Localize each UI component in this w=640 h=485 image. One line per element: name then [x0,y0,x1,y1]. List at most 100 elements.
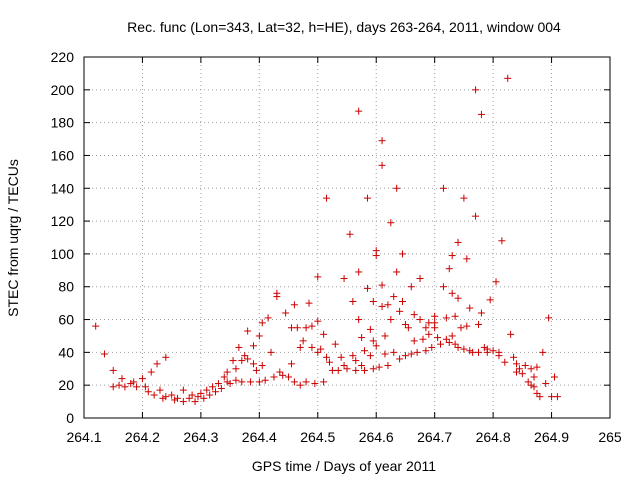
data-point [475,320,482,328]
data-point [314,348,322,356]
data-point [542,380,550,388]
data-point [214,380,222,388]
data-point [293,324,301,332]
data-point [363,284,371,292]
data-point [273,293,281,301]
data-points [92,74,561,406]
data-point [410,311,418,319]
data-point [442,314,450,322]
data-point [150,391,158,399]
data-point [171,396,179,404]
data-point [355,316,363,324]
y-tick-label: 120 [51,213,75,229]
data-point [384,361,392,369]
data-point [422,347,430,355]
data-point [361,366,369,374]
data-point [431,312,439,320]
data-point [434,334,442,342]
data-point [378,281,386,289]
data-point [232,376,240,384]
data-point [407,350,415,358]
y-tick-label: 140 [51,180,75,196]
data-point [445,265,453,273]
data-point [238,378,246,386]
data-point [390,348,398,356]
data-point [545,314,553,322]
y-tick-label: 200 [51,82,75,98]
data-point [372,252,380,260]
x-tick-label: 264.1 [66,429,101,445]
data-point [439,283,447,291]
data-point [212,388,219,396]
data-point [308,343,316,351]
data-point [381,332,389,340]
data-point [270,373,278,381]
data-point [361,347,369,355]
data-point [475,348,482,356]
data-point [404,324,412,332]
data-point [483,345,491,353]
data-point [501,358,509,366]
data-point [296,343,304,351]
data-point [334,366,342,374]
data-point [358,334,366,342]
chart-title: Rec. func (Lon=343, Lat=32, h=HE), days … [127,19,561,35]
data-point [457,324,465,332]
data-point [521,361,529,369]
data-point [118,375,126,383]
data-point [442,335,450,343]
y-tick-label: 180 [51,115,75,131]
data-point [527,381,535,389]
data-point [179,398,187,406]
data-point [416,316,424,324]
data-point [162,393,170,401]
data-point [390,293,398,301]
data-point [515,365,523,373]
data-point [258,319,266,327]
data-point [381,350,389,358]
data-point [396,307,404,315]
data-point [308,322,316,330]
data-point [287,324,295,332]
x-axis-label: GPS time / Days of year 2011 [252,458,436,474]
data-point [235,343,243,351]
data-point [466,304,474,312]
data-point [355,268,363,276]
data-point [255,378,263,386]
data-point [244,355,252,363]
data-point [209,383,217,391]
data-point [428,343,436,351]
data-point [130,378,138,386]
data-point [477,309,485,317]
data-point [477,110,485,118]
data-point [100,350,108,358]
data-point [153,360,161,368]
x-tick-label: 264.7 [417,429,452,445]
data-point [340,275,348,283]
data-point [191,398,199,406]
data-point [372,342,380,350]
data-point [194,393,202,401]
data-point [320,330,328,338]
data-point [317,345,325,353]
data-point [396,355,404,363]
data-point [422,324,430,332]
x-tick-label: 265 [598,429,622,445]
data-point [264,314,272,322]
data-point [369,297,377,305]
x-tick-label: 264.3 [183,429,218,445]
data-point [472,86,480,94]
data-point [425,319,433,327]
data-point [323,194,331,202]
data-point [369,337,377,345]
data-point [460,194,468,202]
data-point [533,363,541,371]
data-point [290,378,298,386]
data-point [413,348,421,356]
data-point [279,371,287,379]
data-point [366,352,374,360]
data-point [285,373,293,381]
data-point [454,294,462,302]
data-point [258,361,266,369]
data-point [168,391,176,399]
